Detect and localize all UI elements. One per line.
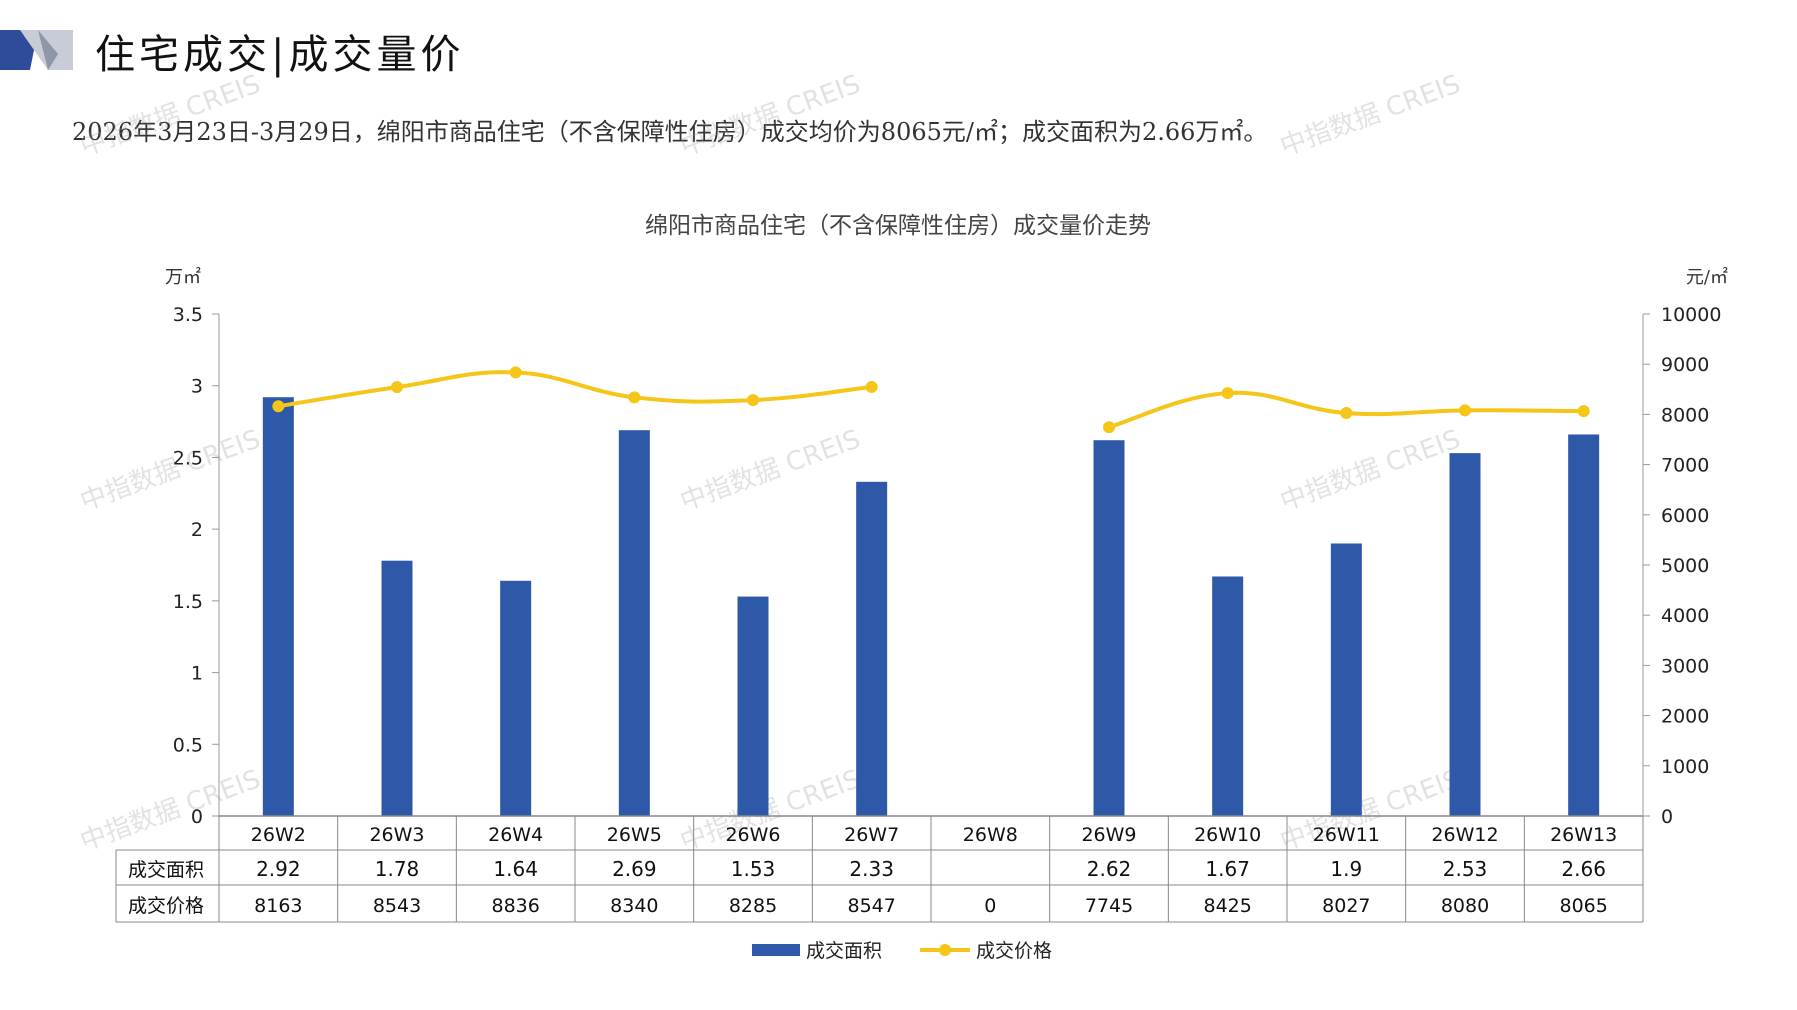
data-label-price: 8340 [610, 895, 658, 917]
y-right-axis-label: 元/㎡ [1686, 266, 1728, 288]
y-right-tick-label: 5000 [1661, 555, 1709, 577]
data-label-area: 2.66 [1561, 857, 1606, 881]
data-label-area: 2.62 [1087, 857, 1132, 881]
bar-26W2 [262, 397, 294, 816]
data-label-area: 1.53 [731, 857, 776, 881]
price-point-26W10 [1221, 387, 1234, 400]
x-tick-label: 26W8 [963, 824, 1018, 846]
y-right-tick-label: 10000 [1661, 304, 1721, 326]
y-left-tick-label: 2.5 [173, 447, 203, 469]
legend-line-label: 成交价格 [976, 940, 1052, 962]
price-line-segment-0 [278, 370, 872, 409]
bar-26W7 [856, 481, 888, 816]
bar-26W10 [1212, 576, 1244, 816]
y-left-tick-label: 3 [191, 376, 203, 398]
price-point-26W9 [1103, 421, 1115, 434]
legend-bar-swatch [752, 944, 800, 956]
x-tick-label: 26W11 [1313, 824, 1380, 846]
table-row-header-area: 成交面积 [128, 859, 204, 881]
chart-title: 绵阳市商品住宅（不含保障性住房）成交量价走势 [645, 213, 1151, 239]
y-right-tick-label: 8000 [1661, 404, 1709, 426]
price-point-26W5 [628, 391, 641, 404]
bar-26W9 [1093, 440, 1125, 816]
x-tick-label: 26W6 [725, 824, 780, 846]
y-right-tick-label: 4000 [1661, 605, 1709, 627]
x-tick-label: 26W13 [1550, 824, 1617, 846]
data-label-area: 1.67 [1205, 857, 1250, 881]
price-point-26W6 [747, 394, 759, 407]
data-label-price: 8080 [1441, 895, 1489, 917]
x-tick-label: 26W2 [251, 824, 306, 846]
y-right-tick-label: 7000 [1661, 455, 1709, 477]
price-point-26W12 [1459, 404, 1471, 417]
y-left-tick-label: 1 [191, 663, 203, 685]
x-tick-label: 26W10 [1194, 824, 1261, 846]
data-label-area: 2.53 [1443, 857, 1488, 881]
data-label-price: 8065 [1559, 895, 1607, 917]
y-left-tick-label: 0.5 [173, 734, 203, 756]
price-point-26W13 [1577, 405, 1590, 418]
x-tick-label: 26W5 [607, 824, 662, 846]
price-point-26W2 [272, 400, 285, 413]
page-title: 住宅成交|成交量价 [95, 32, 465, 78]
bar-26W13 [1568, 434, 1600, 816]
y-right-tick-label: 0 [1661, 806, 1673, 828]
price-point-26W3 [391, 381, 403, 394]
y-right-tick-label: 9000 [1661, 354, 1709, 376]
data-label-price: 8163 [254, 895, 302, 917]
y-left-tick-label: 0 [191, 806, 203, 828]
x-tick-label: 26W7 [844, 824, 899, 846]
table-row-header-price: 成交价格 [128, 895, 204, 917]
x-tick-label: 26W9 [1081, 824, 1136, 846]
summary-text: 2026年3月23日-3月29日，绵阳市商品住宅（不含保障性住房）成交均价为80… [72, 118, 1268, 146]
x-tick-label: 26W12 [1431, 824, 1498, 846]
brand-logo-icon [0, 30, 73, 70]
bar-26W3 [381, 560, 413, 816]
x-tick-label: 26W3 [369, 824, 424, 846]
bar-26W12 [1449, 453, 1481, 816]
data-label-price: 8285 [729, 895, 777, 917]
y-left-tick-label: 2 [191, 519, 203, 541]
y-right-tick-label: 1000 [1661, 756, 1709, 778]
legend-line-marker [939, 944, 951, 956]
data-label-price: 8425 [1203, 895, 1251, 917]
legend-bar-label: 成交面积 [806, 940, 882, 962]
y-left-axis-label: 万㎡ [165, 266, 201, 288]
data-label-area: 2.33 [849, 857, 894, 881]
data-label-area: 2.69 [612, 857, 657, 881]
data-label-area: 1.64 [493, 857, 538, 881]
bar-26W4 [500, 580, 532, 816]
data-label-area: 2.92 [256, 857, 301, 881]
bar-26W6 [737, 596, 769, 816]
y-right-tick-label: 2000 [1661, 706, 1709, 728]
bar-26W5 [618, 430, 650, 816]
y-left-tick-label: 3.5 [173, 304, 203, 326]
data-label-price: 7745 [1085, 895, 1133, 917]
x-tick-label: 26W4 [488, 824, 543, 846]
data-label-price: 0 [984, 895, 996, 917]
y-right-tick-label: 6000 [1661, 505, 1709, 527]
data-label-price: 8027 [1322, 895, 1370, 917]
price-point-26W11 [1340, 407, 1353, 420]
data-label-area: 1.9 [1330, 857, 1362, 881]
price-point-26W7 [865, 380, 878, 393]
data-label-area: 1.78 [375, 857, 420, 881]
bar-26W11 [1330, 543, 1362, 816]
price-point-26W4 [509, 366, 522, 379]
data-label-price: 8836 [491, 895, 539, 917]
y-right-tick-label: 3000 [1661, 655, 1709, 677]
data-label-price: 8547 [847, 895, 895, 917]
data-label-price: 8543 [373, 895, 421, 917]
y-left-tick-label: 1.5 [173, 591, 203, 613]
